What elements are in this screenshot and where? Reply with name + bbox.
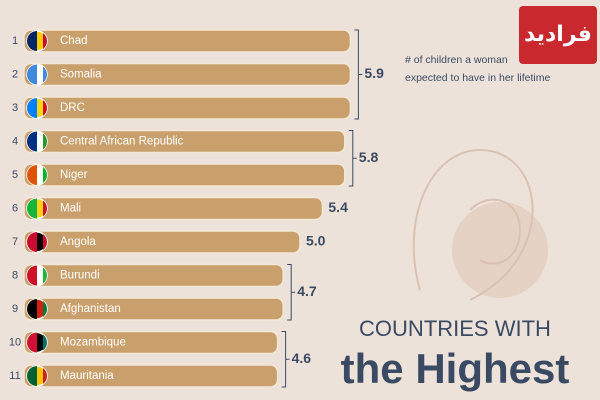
flag [43, 334, 47, 351]
title: COUNTRIES WITH [359, 316, 551, 341]
rank-label: 6 [12, 202, 18, 214]
value-label: 4.6 [292, 350, 312, 366]
rank-label: 1 [12, 35, 18, 47]
flag [27, 366, 37, 386]
annotation-line: # of children a woman [405, 54, 508, 66]
flag [43, 368, 48, 384]
country-label: Somalia [60, 69, 102, 81]
illustration [412, 148, 548, 301]
country-label: Central African Republic [60, 136, 184, 148]
bar [23, 230, 301, 254]
rank-label: 7 [12, 236, 18, 248]
rank-label: 4 [12, 135, 18, 147]
country-label: Afghanistan [60, 303, 121, 315]
value-label: 4.7 [297, 283, 317, 299]
flag [27, 64, 37, 85]
flag [43, 100, 47, 116]
flag [27, 165, 37, 185]
flag [43, 267, 48, 284]
bar [23, 330, 279, 355]
flag [27, 198, 37, 219]
value-label: 5.8 [359, 149, 379, 165]
flag [27, 131, 37, 152]
bar [23, 196, 324, 221]
country-label: DRC [60, 102, 85, 114]
group-bracket [287, 264, 296, 321]
flag [43, 167, 48, 183]
flag [43, 66, 47, 83]
flag [43, 33, 47, 49]
value-label: 5.4 [328, 199, 348, 215]
value-label: 5.9 [364, 65, 384, 81]
flag [27, 299, 37, 319]
value-label: 5.0 [306, 233, 326, 249]
flag [27, 232, 37, 252]
rank-label: 10 [9, 336, 21, 348]
bar [23, 263, 284, 288]
flag [27, 265, 37, 286]
title: the Highest [341, 345, 570, 392]
rank-label: 2 [12, 68, 18, 80]
country-label: Angola [60, 236, 96, 248]
bar [23, 129, 346, 154]
flag [43, 133, 47, 150]
group-bracket [348, 130, 357, 187]
group-bracket [354, 29, 363, 120]
rank-label: 3 [12, 102, 18, 114]
rank-label: 9 [12, 303, 18, 315]
bar [23, 62, 352, 87]
country-label: Burundi [60, 270, 100, 282]
country-label: Chad [60, 35, 88, 47]
flag [27, 31, 37, 51]
rank-label: 11 [9, 370, 20, 382]
country-label: Niger [60, 169, 88, 181]
country-label: Mali [60, 203, 81, 215]
rank-label: 5 [12, 169, 18, 181]
flag [43, 200, 47, 217]
flag [27, 98, 37, 118]
annotation-line: expected to have in her lifetime [405, 72, 550, 84]
country-label: Mozambique [60, 337, 126, 349]
logo [519, 6, 597, 64]
flag [43, 234, 48, 250]
bar [23, 297, 284, 321]
flag [27, 332, 37, 353]
bar [23, 29, 352, 53]
group-bracket [281, 331, 290, 388]
bar [23, 163, 346, 187]
logo-text: فرادید [524, 22, 592, 47]
bar [23, 96, 352, 120]
bar [23, 364, 279, 388]
country-label: Mauritania [60, 370, 114, 382]
flag [43, 301, 48, 317]
annotation: # of children a woman expected to have i… [405, 54, 550, 84]
rank-label: 8 [12, 269, 18, 281]
